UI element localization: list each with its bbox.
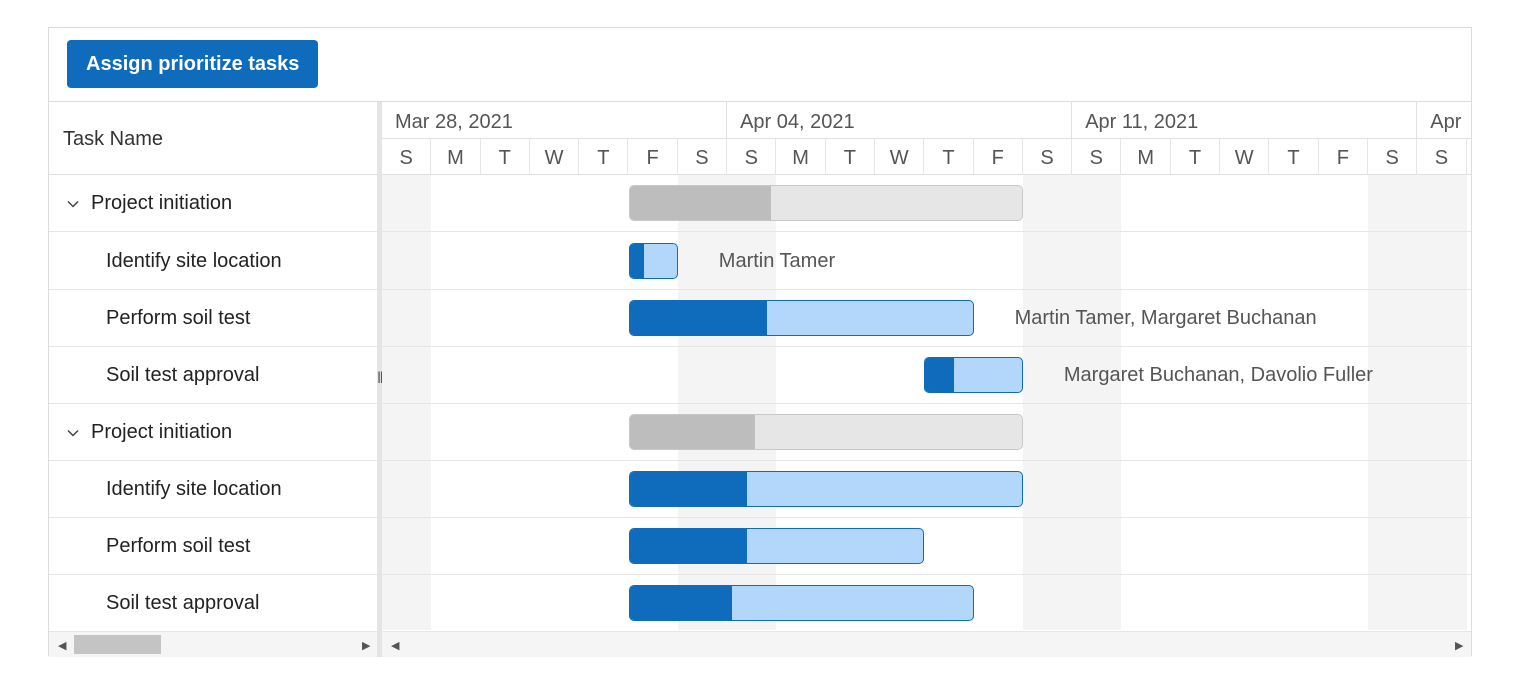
chart-pane: Mar 28, 2021 Apr 04, 2021 Apr 11, 2021 Apr … xyxy=(382,102,1471,657)
toolbar: Assign prioritize tasks xyxy=(49,28,1471,102)
resource-label: Martin Tamer, Margaret Buchanan xyxy=(1014,307,1317,329)
timeline-day-cell: W xyxy=(875,139,925,175)
task-name: Project initiation xyxy=(91,421,233,443)
timeline-day-cell: W xyxy=(1220,139,1270,175)
timeline-day-cell: W xyxy=(530,139,580,175)
timeline-day-cell: T xyxy=(1171,139,1221,175)
task-progress xyxy=(629,415,756,449)
task-name: Soil test approval xyxy=(106,364,260,386)
timeline-day-cell: S xyxy=(1368,139,1418,175)
timeline-day-cell: F xyxy=(1319,139,1368,175)
task-row[interactable]: Perform soil test xyxy=(49,518,377,575)
summary-task-bar[interactable] xyxy=(628,185,1023,221)
task-bar[interactable] xyxy=(628,585,974,621)
timeline-week-header: Mar 28, 2021 Apr 04, 2021 Apr 11, 2021 Apr xyxy=(382,102,1471,139)
task-progress xyxy=(925,358,955,392)
timeline-day-cell: T xyxy=(1269,139,1319,175)
timeline-week-cell: Apr 11, 2021 xyxy=(1072,102,1418,139)
timeline-day-cell: T xyxy=(481,139,530,175)
chart-row xyxy=(382,575,1471,632)
grid-horizontal-scrollbar[interactable]: ◀ ▶ xyxy=(49,632,377,657)
task-grid: Task Name Project initiation Identify sit… xyxy=(49,102,377,657)
chart-row xyxy=(382,175,1471,232)
weekend-band xyxy=(1072,175,1122,630)
timeline-day-cell: M xyxy=(776,139,826,175)
task-progress xyxy=(629,301,767,335)
grid-header: Task Name xyxy=(49,102,377,175)
task-row[interactable]: Project initiation xyxy=(49,404,377,461)
resource-label: Margaret Buchanan, Davolio Fuller xyxy=(1063,364,1373,386)
scrollbar-thumb[interactable] xyxy=(74,635,161,654)
gantt-chart: Assign prioritize tasks Task Name Projec… xyxy=(48,27,1472,657)
task-bar[interactable] xyxy=(628,243,678,279)
task-row[interactable]: Soil test approval xyxy=(49,347,377,404)
weekend-band xyxy=(1368,175,1418,630)
timeline-week-cell: Apr 04, 2021 xyxy=(727,102,1073,139)
pane-splitter[interactable]: ‖ xyxy=(377,102,384,657)
timeline-day-cell: M xyxy=(431,139,481,175)
timeline-week-cell: Mar 28, 2021 xyxy=(382,102,728,139)
timeline-day-cell: S xyxy=(727,139,777,175)
timeline-day-cell: F xyxy=(629,139,678,175)
weekend-band xyxy=(1417,175,1467,630)
timeline-day-cell: T xyxy=(826,139,875,175)
arrow-left-icon[interactable]: ◀ xyxy=(391,640,400,652)
timeline-day-cell: T xyxy=(579,139,629,175)
chevron-down-icon[interactable] xyxy=(66,197,80,211)
task-row[interactable]: Perform soil test xyxy=(49,290,377,347)
task-bar[interactable] xyxy=(628,528,925,564)
task-name: Perform soil test xyxy=(106,535,251,557)
summary-task-bar[interactable] xyxy=(628,414,1023,450)
timeline-day-cell: S xyxy=(382,139,432,175)
task-progress xyxy=(629,472,748,506)
timeline-day-cell: T xyxy=(924,139,974,175)
chart-row xyxy=(382,233,1471,290)
chart-horizontal-scrollbar[interactable]: ◀ ▶ xyxy=(382,632,1471,657)
task-name: Perform soil test xyxy=(106,307,251,329)
timeline-day-cell: S xyxy=(1023,139,1073,175)
arrow-right-icon[interactable]: ▶ xyxy=(1455,640,1464,652)
task-name: Identify site location xyxy=(106,478,282,500)
resource-label: Martin Tamer xyxy=(718,250,836,272)
task-name: Identify site location xyxy=(106,250,282,272)
chart-body: Martin Tamer Martin Tamer, Margaret Bucha… xyxy=(382,175,1471,632)
task-bar[interactable] xyxy=(628,471,1023,507)
task-row[interactable]: Soil test approval xyxy=(49,575,377,632)
arrow-right-icon[interactable]: ▶ xyxy=(362,640,371,652)
task-bar[interactable] xyxy=(628,300,974,336)
task-bar[interactable] xyxy=(924,357,1023,393)
timeline-day-cell: S xyxy=(1417,139,1467,175)
chart-row xyxy=(382,347,1471,404)
chart-row xyxy=(382,518,1471,575)
task-progress xyxy=(629,586,733,620)
timeline-day-cell: S xyxy=(678,139,728,175)
chart-row xyxy=(382,290,1471,347)
weekend-band xyxy=(1022,175,1073,630)
task-progress xyxy=(629,244,644,278)
task-name: Soil test approval xyxy=(106,592,260,614)
chart-row xyxy=(382,461,1471,518)
task-progress xyxy=(629,529,748,563)
task-row[interactable]: Project initiation xyxy=(49,175,377,232)
weekend-band xyxy=(382,175,432,630)
task-progress xyxy=(629,186,771,220)
timeline-week-cell: Apr xyxy=(1417,102,1471,139)
assign-prioritize-tasks-button[interactable]: Assign prioritize tasks xyxy=(67,40,319,88)
task-name: Project initiation xyxy=(91,192,233,214)
timeline-day-cell: M xyxy=(1122,139,1171,175)
task-row[interactable]: Identify site location xyxy=(49,233,377,290)
task-row[interactable]: Identify site location xyxy=(49,461,377,518)
timeline-day-cell: F xyxy=(974,139,1023,175)
arrow-left-icon[interactable]: ◀ xyxy=(58,640,67,652)
task-name-header[interactable]: Task Name xyxy=(63,128,164,150)
chevron-down-icon[interactable] xyxy=(66,426,80,440)
timeline-day-cell: S xyxy=(1072,139,1122,175)
resize-grip-icon[interactable]: ‖ xyxy=(377,370,384,387)
chart-row xyxy=(382,404,1471,461)
